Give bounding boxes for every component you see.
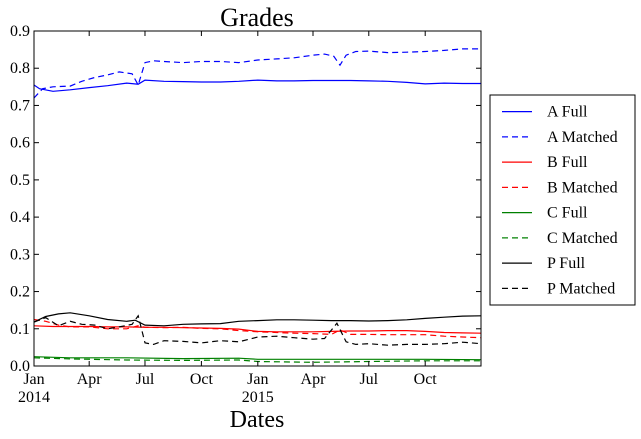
y-tick-label: 0.1 — [10, 321, 30, 338]
y-tick-label: 0.0 — [10, 358, 30, 375]
legend-label-a-full: A Full — [547, 104, 588, 121]
series-line-p-full — [33, 312, 482, 327]
y-tick-label: 0.9 — [10, 23, 30, 40]
legend-label-b-full: B Full — [547, 154, 588, 171]
x-tick-label: Jan — [247, 371, 268, 388]
x-axis-label: Dates — [230, 407, 285, 433]
x-tick-label: Jul — [359, 371, 378, 388]
y-tick-label: 0.6 — [10, 135, 30, 152]
x-tick-label: Apr — [301, 371, 327, 388]
y-tick-label: 0.8 — [10, 60, 30, 77]
y-tick-label: 0.3 — [10, 246, 30, 263]
x-tick-sublabel: 2015 — [242, 389, 274, 406]
x-tick-label: Apr — [77, 371, 103, 388]
y-axis: 0.0 0.1 0.2 0.3 0.4 0.5 0.6 0.7 0.8 0.9 — [10, 23, 481, 375]
x-tick-label: Oct — [190, 371, 214, 388]
legend-label-a-matched: A Matched — [547, 129, 618, 146]
series-line-c-matched — [33, 357, 481, 363]
plot-content — [33, 48, 482, 363]
legend-label-c-matched: C Matched — [547, 230, 618, 247]
series-line-a-full — [33, 79, 481, 92]
x-tick-label: Jul — [136, 371, 155, 388]
y-tick-label: 0.2 — [10, 284, 30, 301]
x-tick-label: Jan — [23, 371, 44, 388]
legend-label-b-matched: B Matched — [547, 179, 618, 196]
legend: A Full A Matched B Full B Matched C Full C Ma… — [489, 94, 636, 306]
legend-label-p-matched: P Matched — [547, 280, 615, 297]
y-tick-label: 0.7 — [10, 97, 30, 114]
chart-title: Grades — [220, 3, 294, 32]
x-tick-sublabel: 2014 — [18, 389, 50, 406]
x-tick-label: Oct — [414, 371, 438, 388]
y-tick-label: 0.5 — [10, 172, 30, 189]
legend-label-c-full: C Full — [547, 205, 588, 222]
series-line-a-matched — [33, 48, 481, 99]
series-line-p-matched — [33, 314, 482, 346]
series-line-c-full — [33, 356, 482, 361]
legend-box — [489, 94, 636, 306]
series-line-b-matched — [33, 318, 482, 339]
legend-label-p-full: P Full — [547, 255, 586, 272]
y-tick-label: 0.4 — [10, 209, 30, 226]
